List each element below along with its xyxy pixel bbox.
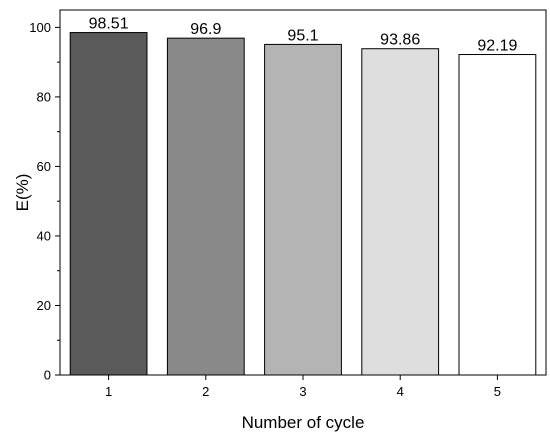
- x-tick-label-2: 2: [202, 384, 209, 399]
- bar-1: [69, 32, 148, 376]
- x-tick-label-5: 5: [494, 384, 501, 399]
- data-label-2: 96.9: [190, 21, 221, 38]
- y-tick-label-100: 100: [29, 20, 51, 35]
- y-axis-label: E(%): [13, 174, 32, 212]
- x-tick-label-4: 4: [397, 384, 404, 399]
- bar-5: [458, 54, 537, 376]
- axes-group: 0 20 40 60 80 100 1 2 3 4 5: [29, 9, 547, 399]
- y-tick-label-40: 40: [37, 228, 51, 243]
- data-label-1: 98.51: [89, 16, 129, 33]
- y-tick-label-0: 0: [44, 368, 51, 383]
- bars-group: [69, 32, 537, 376]
- data-labels-group: 98.51 96.9 95.1 93.86 92.19: [89, 16, 518, 55]
- y-tick-label-60: 60: [37, 159, 51, 174]
- x-tick-label-1: 1: [105, 384, 112, 399]
- data-label-4: 93.86: [380, 32, 420, 49]
- data-label-3: 95.1: [287, 27, 318, 44]
- x-axis-label: Number of cycle: [242, 413, 365, 432]
- x-tick-label-3: 3: [299, 384, 306, 399]
- data-label-5: 92.19: [477, 38, 517, 55]
- bar-4: [361, 48, 440, 376]
- bar-2: [166, 37, 245, 376]
- y-tick-label-80: 80: [37, 89, 51, 104]
- bar-3: [264, 43, 342, 376]
- y-tick-label-20: 20: [37, 298, 51, 313]
